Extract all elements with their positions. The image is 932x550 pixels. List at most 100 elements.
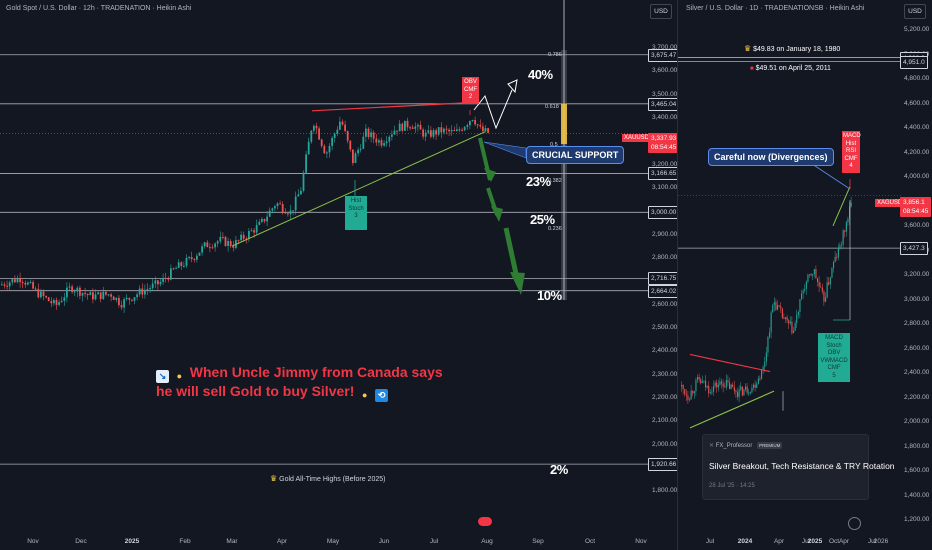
gold-x-tick-label: Feb [179, 538, 191, 545]
marker-icon: ■ [750, 66, 754, 72]
gold-candle [79, 287, 81, 296]
gold-candle [115, 297, 118, 300]
silver-candle [711, 391, 713, 393]
note-1980-text: $49.83 on January 18, 1980 [753, 46, 841, 53]
silver-chart-canvas[interactable] [678, 0, 932, 550]
gold-candle [323, 146, 326, 154]
gold-candle [1, 284, 3, 286]
gold-price-label: 3,465.04 [648, 97, 677, 111]
idea-date: 28 Jul '25 · 14:25 [709, 483, 755, 489]
gold-candle [136, 294, 138, 298]
gold-y-tick-label: 3,400.00 [652, 113, 678, 121]
silver-candle [716, 382, 718, 388]
gold-candle [430, 130, 432, 137]
divergence-callout[interactable]: Careful now (Divergences) [708, 148, 834, 166]
gold-candle [34, 288, 37, 290]
gold-candle [284, 211, 287, 214]
crucial-support-callout[interactable]: CRUCIAL SUPPORT [526, 146, 625, 164]
silver-candle [794, 323, 796, 331]
silver-bearish-signal[interactable]: MACD Hist RSI CMF 4 [842, 131, 861, 173]
premium-badge: PREMIUM [757, 442, 783, 449]
silver-candle [789, 321, 791, 324]
idea-title[interactable]: Silver Breakout, Tech Resistance & TRY R… [709, 461, 895, 471]
gold-bullish-signal[interactable]: Hist Stoch 3 [345, 196, 367, 230]
silver-candle [785, 317, 787, 319]
gold-candle [185, 257, 188, 266]
gold-candle [354, 153, 357, 164]
gold-candle [448, 129, 450, 132]
silver-y-tick-label: 4,200.00 [904, 148, 930, 156]
silver-candle [762, 367, 764, 370]
silver-candle [681, 384, 683, 387]
author-name: FX_Professor [715, 443, 753, 449]
silver-candle [802, 290, 804, 294]
silver-candle [793, 330, 795, 334]
gold-candle [370, 132, 372, 138]
gold-x-tick-label: 2025 [124, 538, 140, 545]
gold-candle [263, 218, 266, 222]
gold-candle [453, 129, 456, 131]
repeat-icon: ⟲ [375, 389, 389, 402]
silver-candle [725, 380, 727, 388]
gold-candle [66, 287, 68, 298]
silver-candle [687, 395, 689, 400]
silver-candle [809, 274, 811, 276]
idea-card[interactable]: ✕ FX_Professor PREMIUM Silver Breakout, … [702, 434, 895, 500]
gold-candle [128, 297, 131, 300]
silver-candle [756, 383, 758, 388]
silver-candle [797, 311, 799, 315]
silver-candle [714, 382, 716, 387]
gold-currency-selector[interactable]: USD [650, 4, 672, 19]
gold-candle [144, 289, 146, 295]
gold-candle [297, 194, 300, 197]
silver-x-tick-label: Apr [838, 538, 850, 545]
silver-candle [741, 386, 743, 396]
silver-bullish-signal[interactable]: MACD Stoch OBV VWMACD CMF 5 [818, 333, 850, 382]
gold-bear-arrowhead-2 [491, 206, 503, 222]
gold-candle [24, 282, 27, 285]
gold-bear-arrowhead-3 [510, 272, 525, 295]
silver-y-tick-label: 3,600.00 [904, 222, 930, 229]
gold-candle [193, 258, 196, 260]
silver-y-tick-label: 2,800.00 [904, 320, 930, 327]
headline-annotation[interactable]: ↘ ● When Uncle Jimmy from Canada says he… [156, 364, 456, 402]
silver-candle [753, 384, 755, 388]
gold-candle [378, 140, 380, 143]
silver-currency-selector[interactable]: USD [904, 4, 926, 19]
silver-candle [837, 247, 839, 258]
silver-candle [757, 378, 759, 384]
silver-candle [847, 218, 849, 223]
event-flag-icon[interactable] [478, 517, 492, 526]
silver-x-tick-label: Jul [801, 538, 811, 545]
gold-chart-pane[interactable]: Gold Spot / U.S. Dollar · 12h · TRADENAT… [0, 0, 678, 550]
gold-candle [261, 218, 263, 222]
silver-wedge-support [689, 390, 775, 429]
note-2011-text: $49.51 on April 25, 2011 [755, 65, 831, 72]
silver-candle [682, 384, 684, 390]
gold-candle [344, 124, 346, 132]
silver-candle [698, 377, 700, 380]
silver-candle [737, 392, 739, 398]
silver-candle [839, 245, 841, 248]
silver-candle [828, 282, 830, 285]
percent-label-25: 25% [530, 212, 555, 227]
gold-bull-scenario-path [473, 89, 513, 130]
gold-candle [27, 282, 29, 285]
gold-chart-canvas[interactable] [0, 0, 678, 550]
ath-note: ♛ Gold All-Time Highs (Before 2025) [270, 474, 385, 483]
gold-candle [63, 297, 66, 301]
silver-y-tick-label: 3,000.00 [904, 295, 930, 303]
silver-candle [761, 369, 763, 379]
crucial-support-pointer [483, 141, 527, 159]
gold-y-tick-label: 1,800.00 [652, 487, 678, 495]
flash-icon[interactable] [848, 517, 861, 530]
idea-author[interactable]: ✕ FX_Professor PREMIUM [709, 442, 783, 449]
gold-current-price: 3,337.93 08:54:45 [648, 133, 677, 153]
gold-candle [320, 139, 323, 147]
gold-x-tick-label: Oct [584, 538, 596, 545]
gold-candle [222, 236, 224, 238]
signal-text: 5 [832, 372, 836, 379]
gold-bearish-signal[interactable]: OBV CMF 2 [462, 77, 479, 104]
gold-candle [336, 129, 339, 134]
money-bag-icon: ● [176, 371, 183, 381]
